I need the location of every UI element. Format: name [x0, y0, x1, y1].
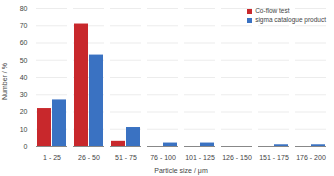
svg-text:0: 0 — [24, 143, 28, 150]
svg-text:50: 50 — [20, 56, 28, 63]
svg-text:30: 30 — [20, 91, 28, 98]
html-text:sigma catalogue product: sigma catalogue product — [255, 16, 326, 23]
svg-text:80: 80 — [20, 5, 28, 12]
svg-text:10: 10 — [20, 125, 28, 132]
html-text:Particle size / μm: Particle size / μm — [154, 167, 208, 174]
svg-text:101 - 125: 101 - 125 — [185, 154, 215, 161]
svg-text:1 - 25: 1 - 25 — [43, 154, 61, 161]
svg-text:20: 20 — [20, 108, 28, 115]
svg-text:51 - 75: 51 - 75 — [115, 154, 137, 161]
svg-text:126 - 150: 126 - 150 — [222, 154, 252, 161]
html-text:Co-flow test: Co-flow test — [255, 7, 290, 14]
svg-text:60: 60 — [20, 39, 28, 46]
svg-text:40: 40 — [20, 74, 28, 81]
svg-text:70: 70 — [20, 22, 28, 29]
svg-text:76 - 100: 76 - 100 — [150, 154, 176, 161]
svg-text:26 - 50: 26 - 50 — [78, 154, 100, 161]
html-text:Number / %: Number / % — [1, 63, 8, 100]
svg-text:176 - 200: 176 - 200 — [296, 154, 326, 161]
svg-text:151 - 175: 151 - 175 — [259, 154, 289, 161]
